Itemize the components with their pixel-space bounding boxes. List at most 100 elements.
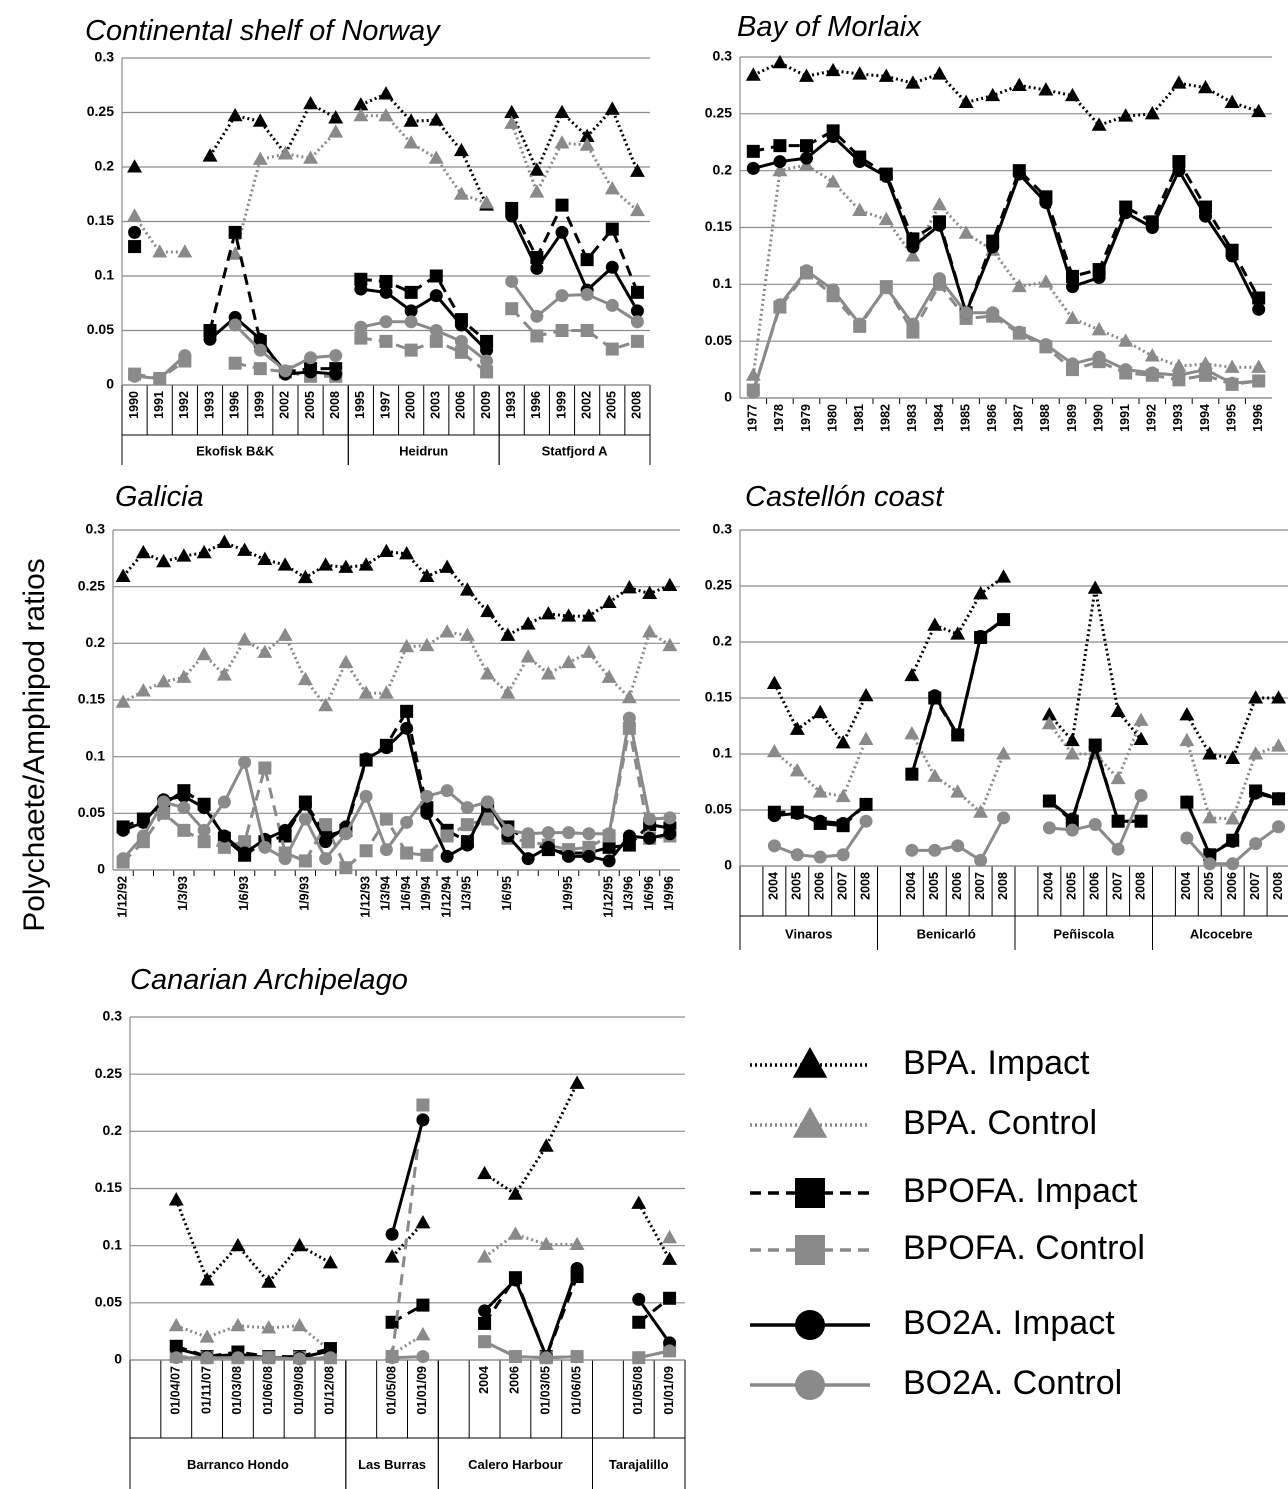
marker — [329, 349, 343, 363]
marker — [459, 627, 475, 641]
marker — [905, 843, 919, 857]
marker — [416, 1098, 430, 1112]
marker — [642, 585, 658, 599]
marker — [996, 746, 1012, 760]
marker — [1145, 221, 1159, 234]
x-tick-label: 1995 — [353, 391, 367, 419]
y-tick-label: 0.15 — [705, 218, 732, 234]
marker — [1065, 812, 1079, 826]
series-line — [483, 1232, 578, 1259]
marker — [604, 181, 620, 195]
legend-label: BPOFA. Control — [903, 1229, 1145, 1267]
x-tick-label: 1999 — [253, 391, 267, 419]
x-tick-label: 2007 — [1110, 872, 1124, 900]
marker — [128, 240, 142, 254]
group-label: Las Burras — [358, 1457, 426, 1472]
marker — [318, 697, 334, 712]
marker — [480, 354, 494, 368]
marker — [569, 1075, 585, 1089]
marker — [958, 94, 974, 108]
marker — [530, 329, 544, 343]
series-line — [910, 575, 1005, 677]
marker — [562, 826, 576, 840]
series-line — [483, 1340, 578, 1360]
marker — [631, 1195, 647, 1209]
group-label: Peñiscola — [1053, 926, 1114, 941]
marker — [359, 844, 373, 858]
marker — [766, 743, 782, 758]
marker — [400, 721, 414, 735]
marker — [1251, 359, 1267, 373]
marker — [521, 852, 535, 866]
marker — [136, 829, 150, 843]
marker — [1092, 350, 1106, 364]
marker — [602, 827, 616, 841]
x-tick-label: 01/03/08 — [230, 1366, 244, 1415]
marker — [520, 649, 536, 663]
marker — [378, 685, 394, 699]
marker — [196, 646, 212, 661]
series-line — [175, 1324, 332, 1353]
marker — [643, 831, 657, 845]
chart-title: Canarian Archipelago — [130, 964, 408, 996]
marker — [1144, 348, 1160, 362]
marker — [581, 644, 597, 658]
marker — [789, 721, 805, 735]
marker — [261, 1274, 277, 1288]
marker — [663, 827, 677, 841]
y-tick-label: 0.2 — [86, 634, 106, 650]
marker — [319, 835, 333, 849]
marker — [767, 839, 781, 853]
marker — [540, 606, 556, 620]
x-tick-label: 1993 — [202, 391, 216, 419]
marker — [440, 784, 454, 798]
marker — [253, 332, 267, 346]
marker — [216, 534, 232, 548]
marker — [318, 557, 334, 571]
series-line — [773, 682, 868, 746]
marker — [746, 161, 760, 175]
marker — [478, 1335, 492, 1349]
marker — [508, 1273, 522, 1287]
marker — [643, 812, 657, 826]
marker — [1271, 690, 1287, 704]
x-tick-label: 2008 — [858, 872, 872, 900]
marker — [230, 1237, 246, 1252]
series-line — [1048, 587, 1143, 744]
group-label: Ekofisk B&K — [196, 443, 275, 458]
marker — [202, 148, 218, 162]
marker — [378, 543, 394, 558]
series-line — [122, 717, 670, 862]
marker — [379, 274, 393, 288]
x-tick-label: 2005 — [1202, 872, 1216, 900]
marker — [579, 128, 595, 143]
y-tick-label: 0.15 — [95, 1179, 122, 1195]
x-tick-label: 2005 — [303, 391, 317, 419]
marker — [570, 1262, 584, 1276]
marker — [227, 246, 243, 260]
marker — [385, 1351, 399, 1365]
x-tick-label: 1/3/96 — [622, 876, 636, 911]
x-tick-label: 1/3/94 — [379, 876, 393, 911]
marker — [1225, 811, 1241, 825]
x-tick-label: 01/06/08 — [261, 1366, 275, 1415]
legend-marker — [792, 1107, 828, 1138]
marker — [252, 113, 268, 127]
marker — [1088, 740, 1102, 754]
marker — [812, 704, 828, 719]
marker — [292, 1237, 308, 1252]
marker — [384, 1249, 400, 1263]
marker — [629, 202, 645, 217]
x-tick-label: 1/9/93 — [298, 876, 312, 911]
marker — [927, 617, 943, 631]
series-line — [510, 201, 639, 293]
series-line — [483, 1268, 579, 1361]
marker — [400, 846, 414, 860]
group-label: Barranco Hondo — [187, 1457, 289, 1472]
marker — [825, 62, 841, 77]
marker — [115, 568, 131, 582]
marker — [278, 364, 292, 378]
marker — [1118, 333, 1134, 347]
group-label: Tarajalillo — [609, 1457, 669, 1472]
marker — [292, 1317, 308, 1332]
